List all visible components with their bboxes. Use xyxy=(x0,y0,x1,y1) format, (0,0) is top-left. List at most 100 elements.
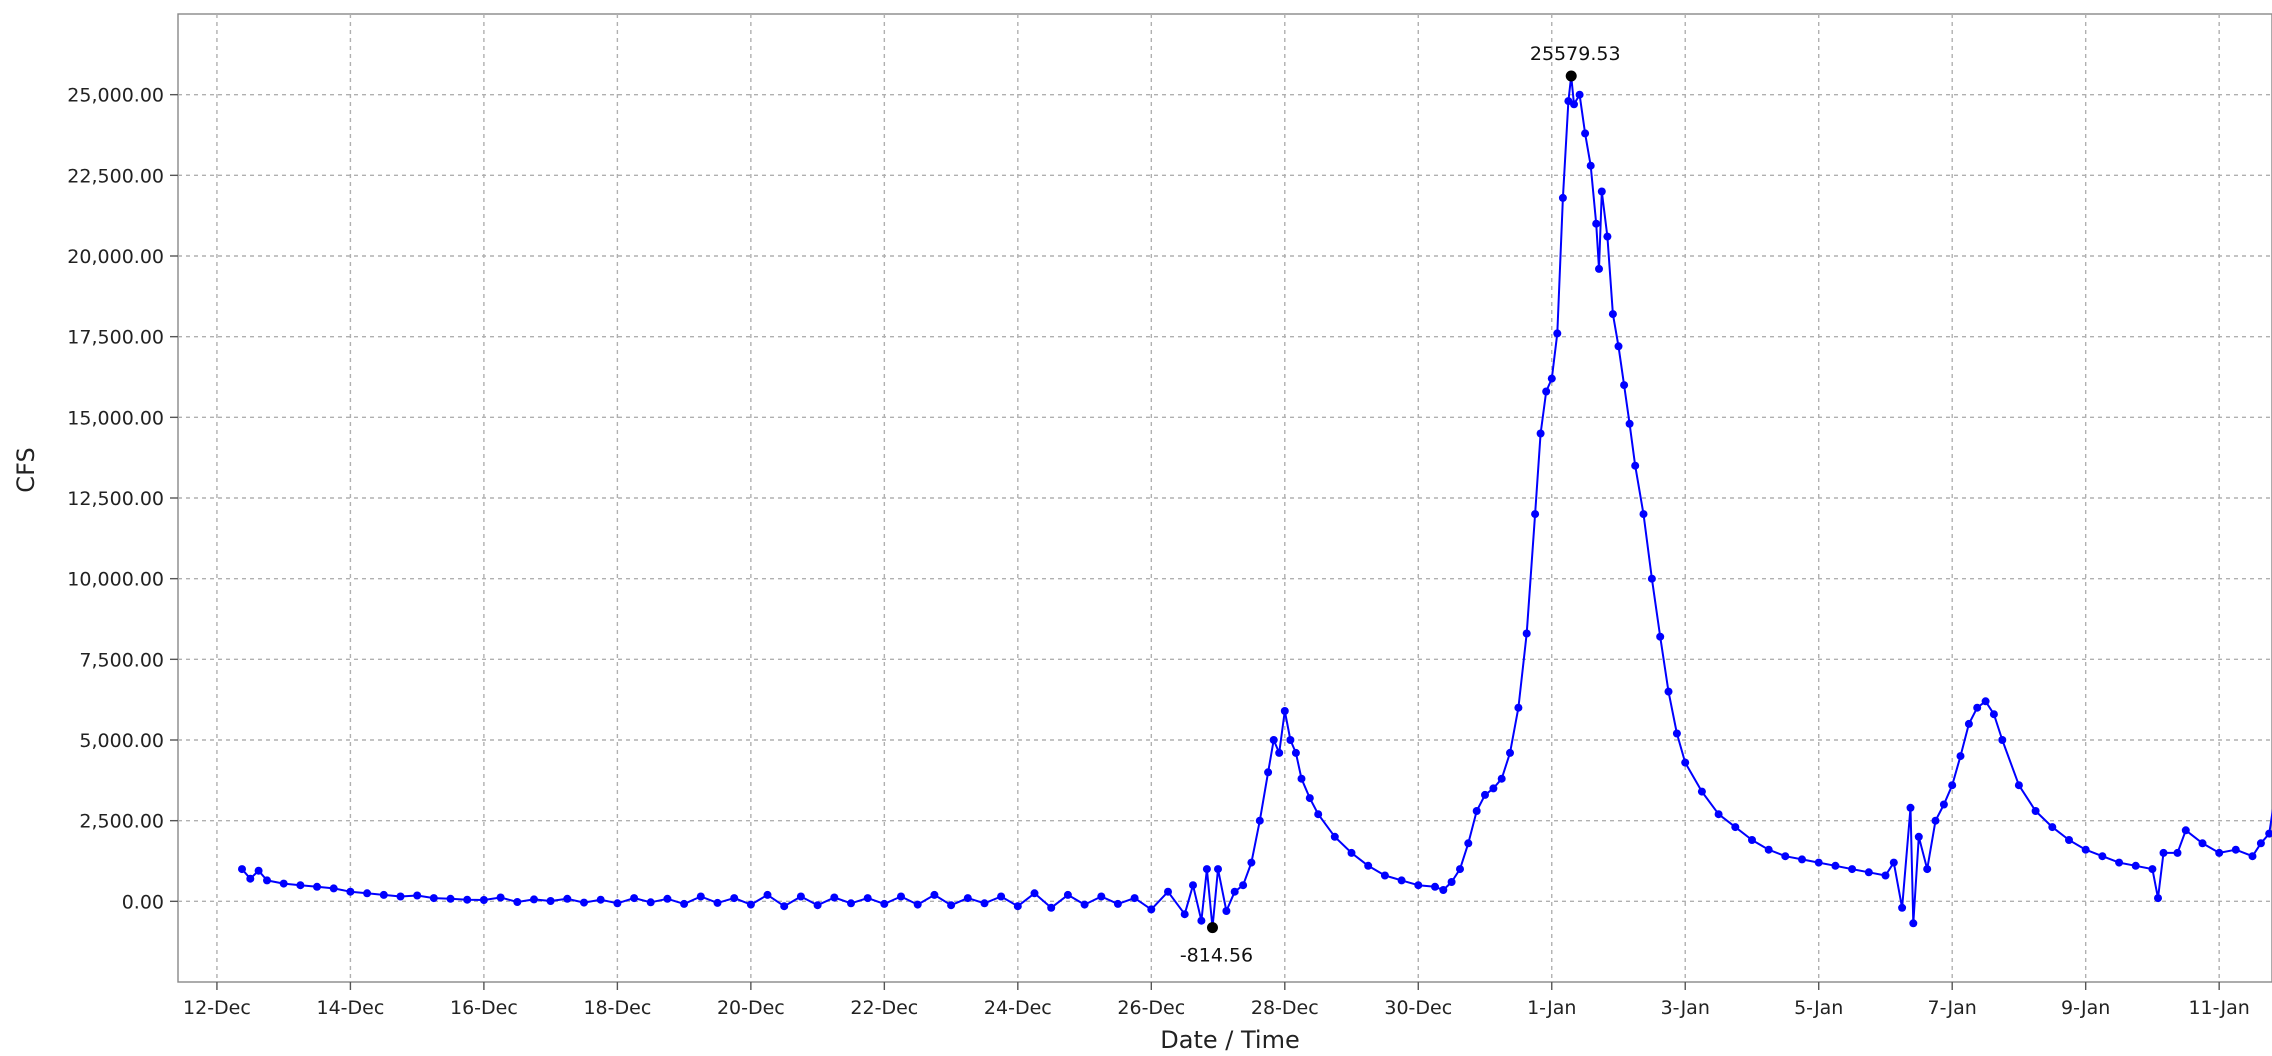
x-axis: 12-Dec 14-Dec 16-Dec 18-Dec 20-Dec 22-Dec 24-D… xyxy=(183,982,2250,1019)
data-point xyxy=(2115,858,2124,867)
data-point xyxy=(997,892,1006,901)
x-tick-label: 12-Dec xyxy=(183,997,251,1019)
data-point xyxy=(1291,748,1300,757)
data-point xyxy=(1597,187,1606,196)
data-point xyxy=(279,879,288,888)
x-tick-label: 3-Jan xyxy=(1661,997,1710,1019)
data-point xyxy=(1553,329,1562,338)
x-tick-label: 22-Dec xyxy=(850,997,918,1019)
data-point xyxy=(980,899,989,908)
data-point xyxy=(1380,871,1389,880)
x-tick-label: 9-Jan xyxy=(2061,997,2110,1019)
data-point xyxy=(680,899,689,908)
data-point xyxy=(1731,823,1740,832)
data-point xyxy=(1247,858,1256,867)
data-point xyxy=(396,892,405,901)
data-point xyxy=(2081,845,2090,854)
data-point xyxy=(1013,902,1022,911)
data-point xyxy=(1230,887,1239,896)
data-point xyxy=(830,893,839,902)
data-point xyxy=(1456,865,1464,874)
data-point xyxy=(1113,899,1122,908)
data-point xyxy=(313,882,321,891)
data-point xyxy=(1664,687,1673,696)
data-point xyxy=(2256,839,2265,848)
data-point xyxy=(1030,889,1039,898)
data-point xyxy=(1397,876,1406,885)
data-point xyxy=(1558,193,1567,202)
data-point xyxy=(296,881,305,890)
data-point xyxy=(1506,748,1514,757)
data-point xyxy=(1848,865,1857,874)
data-point xyxy=(1347,848,1356,857)
data-point xyxy=(2154,894,2162,903)
data-point xyxy=(1614,342,1623,351)
data-point xyxy=(463,895,472,904)
data-point xyxy=(1881,871,1890,880)
x-tick-label: 14-Dec xyxy=(317,997,385,1019)
data-point xyxy=(580,898,588,907)
x-tick-label: 16-Dec xyxy=(450,997,518,1019)
data-point xyxy=(1189,881,1197,890)
data-point xyxy=(1364,861,1373,870)
annotation-label: -814.56 xyxy=(1180,945,1253,967)
data-point xyxy=(863,894,872,903)
y-tick-label: 25,000.00 xyxy=(67,85,164,107)
annotation-marker xyxy=(1565,70,1577,82)
data-point xyxy=(2248,852,2257,861)
data-point xyxy=(1981,697,1990,706)
data-point xyxy=(1275,748,1284,757)
data-point xyxy=(1714,810,1723,819)
grid-lines xyxy=(178,14,2272,982)
data-point xyxy=(1222,907,1231,915)
data-point xyxy=(1214,865,1222,874)
data-point xyxy=(1063,890,1072,899)
data-point xyxy=(847,899,855,908)
data-point xyxy=(1489,784,1498,793)
annotation-marker xyxy=(1206,922,1218,934)
data-point xyxy=(1973,703,1982,712)
data-point xyxy=(1439,886,1448,894)
y-tick-label: 5,000.00 xyxy=(79,730,164,752)
data-point xyxy=(1047,903,1056,912)
data-point xyxy=(1898,903,1907,912)
data-point xyxy=(1639,510,1648,519)
data-point xyxy=(2181,826,2190,835)
data-point xyxy=(1923,865,1932,874)
data-point xyxy=(238,865,246,874)
x-tick-label: 26-Dec xyxy=(1117,997,1185,1019)
data-point xyxy=(1697,787,1706,796)
x-tick-label: 20-Dec xyxy=(717,997,785,1019)
y-tick-label: 0.00 xyxy=(122,891,164,913)
x-axis-title: Date / Time xyxy=(1160,1026,1299,1054)
data-point xyxy=(663,894,672,903)
data-point xyxy=(1656,632,1665,641)
data-point xyxy=(1672,729,1681,738)
data-point xyxy=(813,901,822,910)
data-point xyxy=(1314,810,1323,819)
data-point xyxy=(1130,894,1139,903)
data-point xyxy=(1197,916,1206,925)
data-point xyxy=(1464,839,1473,848)
data-point xyxy=(1948,781,1957,790)
data-point xyxy=(1239,881,1248,890)
data-point xyxy=(1080,900,1089,909)
y-tick-label: 7,500.00 xyxy=(79,649,164,671)
data-point xyxy=(1798,855,1806,864)
data-point xyxy=(346,887,355,896)
data-point xyxy=(796,892,805,901)
y-tick-label: 10,000.00 xyxy=(67,569,164,591)
data-point xyxy=(1305,794,1314,803)
data-point xyxy=(930,890,939,899)
data-point xyxy=(2215,848,2224,857)
x-tick-label: 11-Jan xyxy=(2188,997,2249,1019)
data-point xyxy=(1202,865,1211,874)
data-point xyxy=(1647,574,1656,583)
data-point xyxy=(546,897,555,905)
data-point xyxy=(446,894,455,903)
x-tick-label: 1-Jan xyxy=(1527,997,1576,1019)
x-tick-label: 28-Dec xyxy=(1251,997,1319,1019)
data-point xyxy=(1989,710,1998,719)
data-point xyxy=(1586,161,1595,170)
